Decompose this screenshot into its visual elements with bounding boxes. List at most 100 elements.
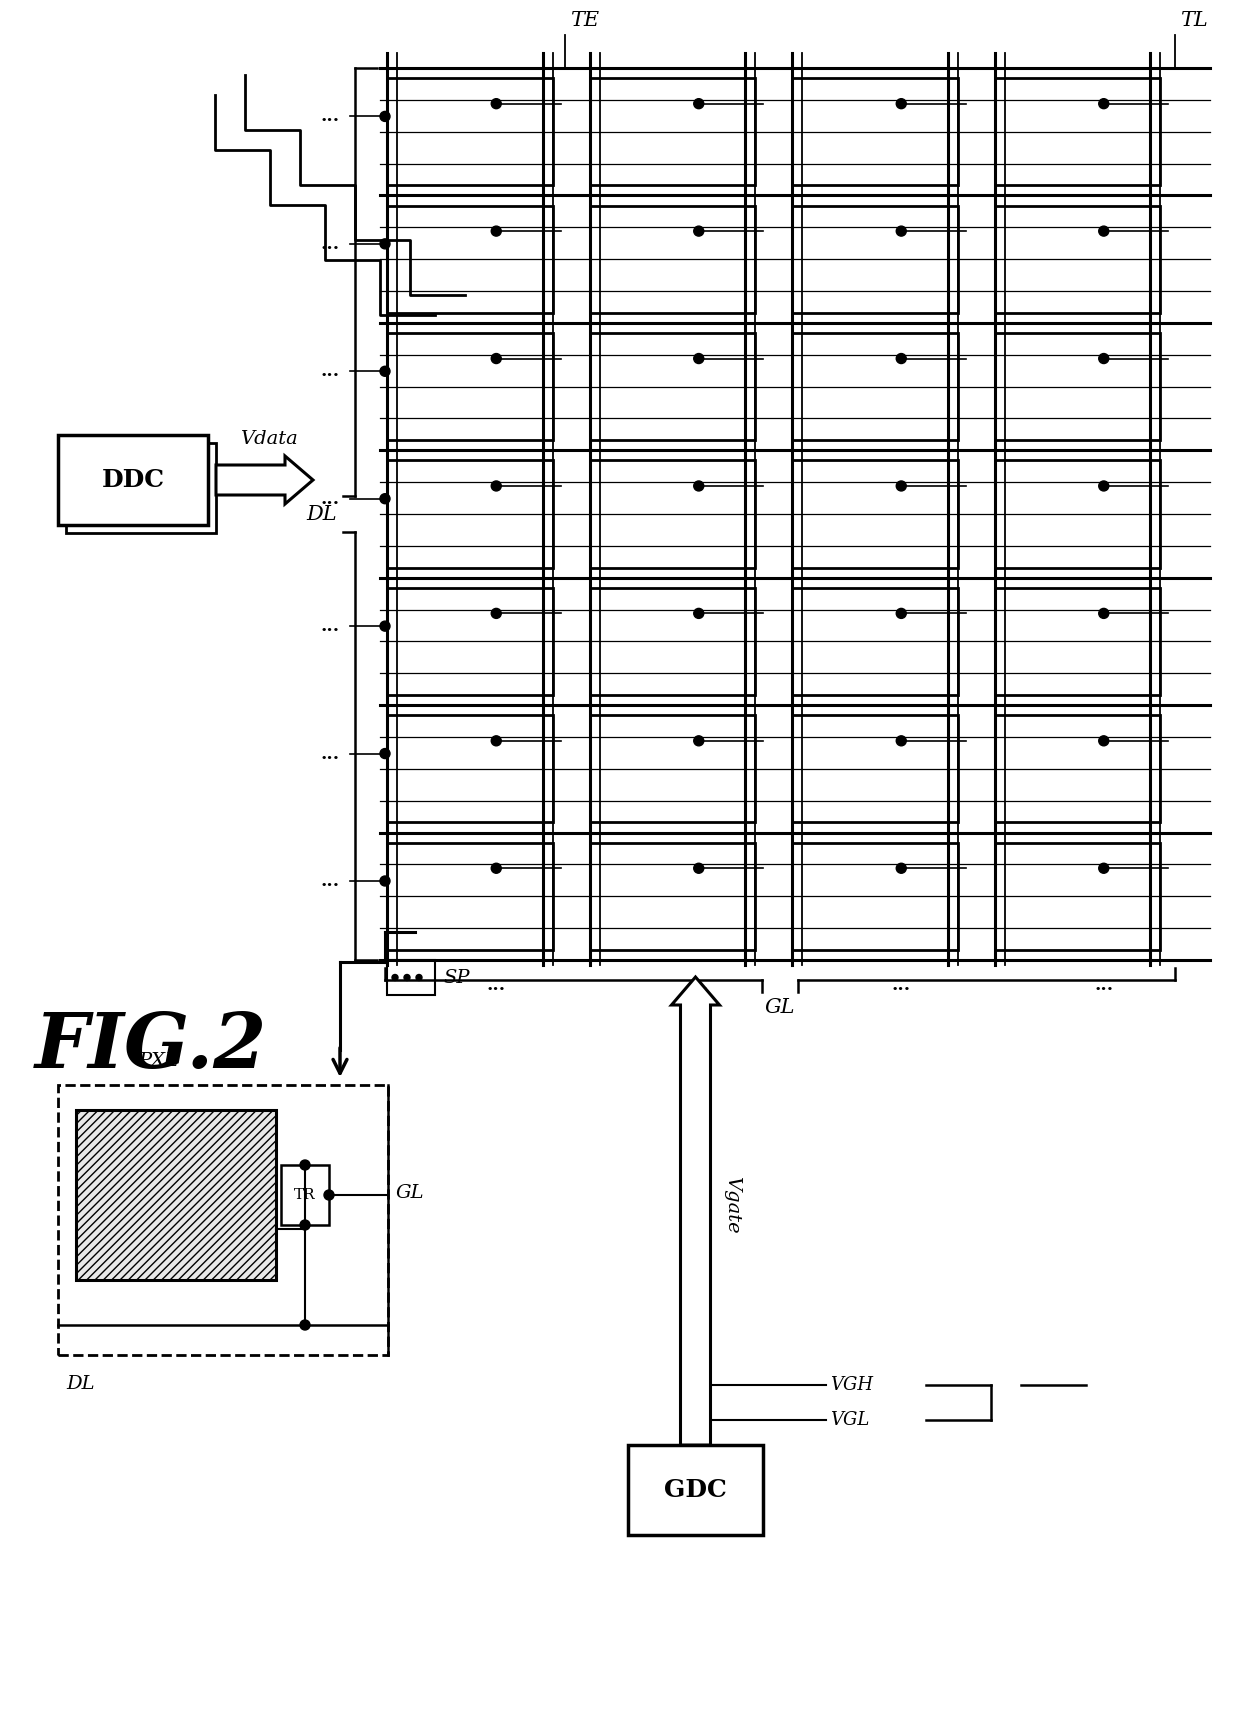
Text: TR: TR [294, 1188, 316, 1202]
Bar [792, 588, 957, 695]
Circle shape [491, 354, 501, 364]
Circle shape [1099, 609, 1109, 619]
Text: ...: ... [892, 976, 911, 994]
Circle shape [693, 609, 704, 619]
Bar [792, 206, 957, 312]
Text: ...: ... [321, 872, 340, 890]
Circle shape [1099, 480, 1109, 491]
Bar [792, 78, 957, 186]
Circle shape [693, 480, 704, 491]
Bar [387, 206, 553, 312]
Text: VGH: VGH [831, 1377, 874, 1394]
Bar [66, 442, 216, 532]
Bar [387, 961, 435, 995]
Text: DL: DL [306, 505, 337, 524]
Text: DL: DL [66, 1375, 94, 1392]
FancyArrow shape [216, 456, 312, 505]
Circle shape [897, 864, 906, 874]
Circle shape [379, 876, 391, 886]
Circle shape [897, 480, 906, 491]
Text: SP: SP [443, 969, 470, 987]
Circle shape [379, 494, 391, 503]
Text: TE: TE [570, 10, 599, 29]
Bar [387, 461, 553, 567]
Bar [589, 843, 755, 950]
Circle shape [897, 735, 906, 746]
Text: Vdata: Vdata [239, 430, 298, 447]
Bar [994, 78, 1159, 186]
Circle shape [491, 609, 501, 619]
Circle shape [300, 1160, 310, 1170]
Bar [589, 333, 755, 440]
Circle shape [491, 735, 501, 746]
Bar [994, 716, 1159, 822]
Bar [792, 843, 957, 950]
Circle shape [897, 225, 906, 236]
Circle shape [491, 99, 501, 109]
Circle shape [379, 621, 391, 631]
Bar [589, 78, 755, 186]
Text: ...: ... [689, 976, 708, 994]
Text: ...: ... [321, 234, 340, 253]
Text: FIG.2: FIG.2 [35, 1009, 268, 1084]
Circle shape [897, 609, 906, 619]
Bar [58, 1085, 388, 1354]
Text: Vgate: Vgate [723, 1176, 742, 1235]
Circle shape [1099, 354, 1109, 364]
Bar [792, 716, 957, 822]
Bar [387, 333, 553, 440]
Text: GL: GL [396, 1184, 424, 1202]
Circle shape [392, 975, 398, 980]
Circle shape [491, 480, 501, 491]
Bar [792, 461, 957, 567]
Text: ...: ... [486, 976, 506, 994]
Text: ...: ... [321, 108, 340, 125]
Bar [589, 206, 755, 312]
Bar [589, 588, 755, 695]
Circle shape [1099, 864, 1109, 874]
Circle shape [693, 864, 704, 874]
Bar [994, 206, 1159, 312]
Bar [994, 843, 1159, 950]
Bar [281, 1165, 329, 1224]
Bar [792, 333, 957, 440]
Circle shape [897, 99, 906, 109]
Circle shape [379, 749, 391, 758]
Text: ...: ... [321, 744, 340, 763]
Circle shape [379, 111, 391, 121]
Circle shape [491, 864, 501, 874]
Text: ...: ... [1094, 976, 1114, 994]
Bar [994, 461, 1159, 567]
Circle shape [897, 354, 906, 364]
Circle shape [1099, 99, 1109, 109]
Circle shape [324, 1190, 334, 1200]
Bar [589, 716, 755, 822]
Circle shape [693, 735, 704, 746]
Circle shape [379, 239, 391, 250]
FancyArrow shape [672, 976, 719, 1444]
Bar [627, 1444, 763, 1535]
Circle shape [693, 354, 704, 364]
Text: TL: TL [1180, 10, 1208, 29]
Circle shape [693, 225, 704, 236]
Text: GDC: GDC [665, 1477, 727, 1502]
Circle shape [693, 99, 704, 109]
Circle shape [404, 975, 410, 980]
Circle shape [1099, 225, 1109, 236]
Text: ...: ... [321, 617, 340, 635]
Bar [76, 1110, 277, 1280]
Circle shape [415, 975, 422, 980]
Circle shape [300, 1320, 310, 1330]
Bar [994, 588, 1159, 695]
Bar [387, 78, 553, 186]
Circle shape [1099, 735, 1109, 746]
Text: ...: ... [321, 489, 340, 508]
Text: DDC: DDC [102, 468, 165, 492]
Bar [994, 333, 1159, 440]
Bar [387, 843, 553, 950]
Bar [387, 588, 553, 695]
Bar [589, 461, 755, 567]
Circle shape [379, 366, 391, 376]
Bar [58, 435, 208, 525]
Text: GL: GL [765, 999, 795, 1018]
